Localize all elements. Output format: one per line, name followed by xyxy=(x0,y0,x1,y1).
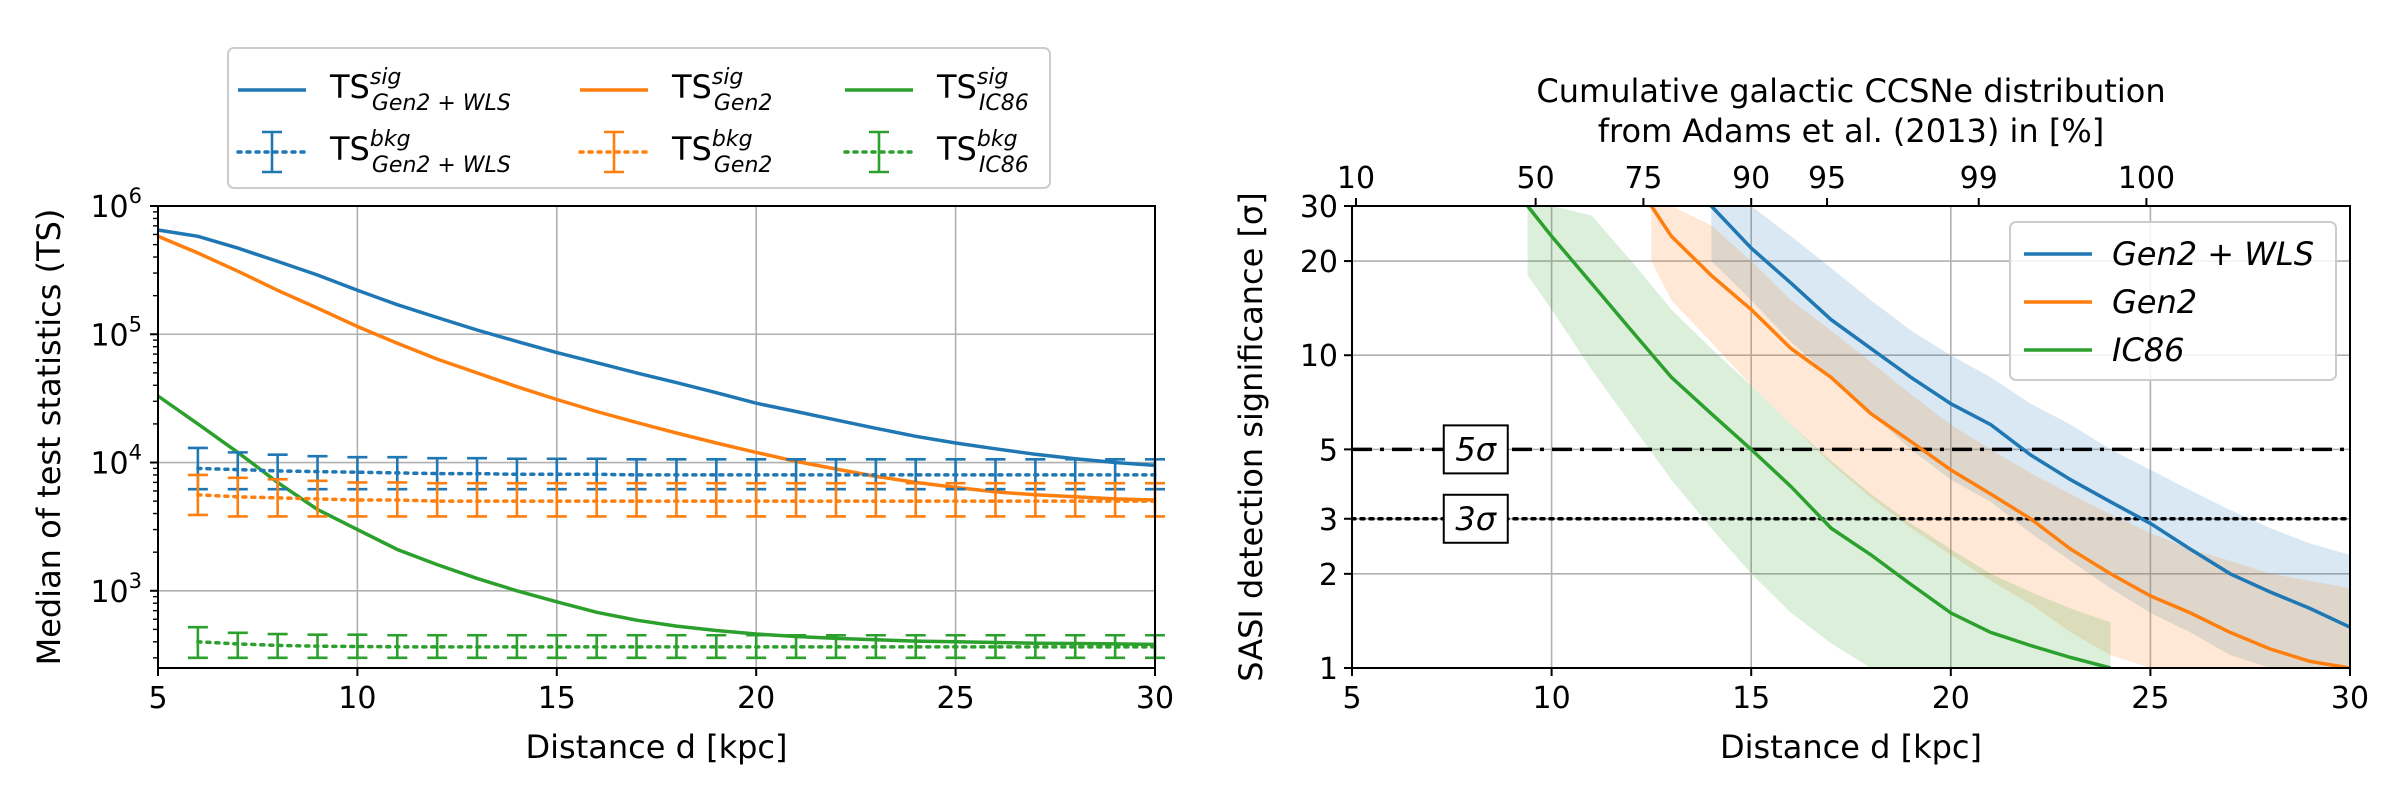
left-ylabel: Median of test statistics (TS) xyxy=(30,209,68,666)
left-xtick-label-1: 10 xyxy=(338,681,376,716)
right-band-2 xyxy=(1527,206,2111,668)
right-series-line-1 xyxy=(1649,206,2350,668)
left-series-line-1 xyxy=(157,234,1156,502)
left-ytick-label-3: 106 xyxy=(90,184,142,225)
right-toptick-label-5: 99 xyxy=(1960,161,1998,196)
right-toptick-label-3: 90 xyxy=(1732,161,1770,196)
left-plot-frame xyxy=(157,205,1156,669)
right-plot-area xyxy=(1352,206,2350,668)
right-legend-box xyxy=(2009,221,2337,381)
left-xlabel: Distance d [kpc] xyxy=(526,728,788,766)
left-legend-label-2: TSsig IC86 xyxy=(936,65,1029,116)
left-xtick-label-2: 15 xyxy=(538,681,576,716)
left-ytick-label-1: 104 xyxy=(90,441,142,482)
right-toptick-label-1: 50 xyxy=(1517,161,1555,196)
right-toptick-label-4: 95 xyxy=(1808,161,1846,196)
right-ytick-label-6: 30 xyxy=(1300,190,1338,225)
left-xtick-label-3: 20 xyxy=(737,681,775,716)
right-top-axis-label-line1: Cumulative galactic CCSNe distribution xyxy=(1536,72,2165,110)
right-ytick-label-4: 10 xyxy=(1300,339,1338,374)
right-ytick-label-3: 5 xyxy=(1319,433,1338,468)
right-ytick-label-2: 3 xyxy=(1319,503,1338,538)
right-ytick-label-5: 20 xyxy=(1300,245,1338,280)
right-legend-label-0: Gen2 + WLS xyxy=(2112,235,2314,273)
left-xtick-label-4: 25 xyxy=(937,681,975,716)
right-toptick-label-6: 100 xyxy=(2118,161,2175,196)
left-series-line-0 xyxy=(157,228,1156,468)
right-hline-label-box-0 xyxy=(1442,424,1509,475)
right-toptick-label-0: 10 xyxy=(1337,161,1375,196)
right-xtick-label-2: 15 xyxy=(1732,681,1770,716)
right-series-line-0 xyxy=(1710,206,2350,629)
left-legend-label-1: TSsig Gen2 xyxy=(671,65,772,116)
right-band-1 xyxy=(1651,206,2350,668)
left-legend-label-0: TSsig Gen2 + WLS xyxy=(329,65,511,116)
right-ytick-label-1: 2 xyxy=(1319,558,1338,593)
right-xtick-label-3: 20 xyxy=(1932,681,1970,716)
right-chart: Distance d [kpc] SASI detection signific… xyxy=(1232,72,2369,766)
left-legend-label-5: TSbkg IC86 xyxy=(936,127,1029,178)
left-legend-label-4: TSbkg Gen2 xyxy=(671,127,772,178)
right-hline-label-box-1 xyxy=(1442,493,1509,544)
right-ytick-label-0: 1 xyxy=(1319,652,1338,687)
right-toptick-label-2: 75 xyxy=(1624,161,1662,196)
right-legend-label-2: IC86 xyxy=(2112,331,2185,369)
left-ytick-label-2: 105 xyxy=(90,312,142,353)
left-xtick-label-0: 5 xyxy=(148,681,167,716)
left-xtick-label-5: 30 xyxy=(1136,681,1174,716)
right-hline-label-0: 5σ xyxy=(1455,430,1497,468)
left-legend-label-3: TSbkg Gen2 + WLS xyxy=(329,127,511,178)
left-chart: Distance d [kpc] Median of test statisti… xyxy=(30,47,1174,766)
right-xtick-label-5: 30 xyxy=(2331,681,2369,716)
right-xlabel: Distance d [kpc] xyxy=(1720,728,1982,766)
right-plot-frame xyxy=(1351,205,2351,669)
left-ytick-label-0: 103 xyxy=(90,569,142,610)
left-series-line-2 xyxy=(156,394,1156,647)
right-xtick-label-4: 25 xyxy=(2131,681,2169,716)
right-band-0 xyxy=(1711,206,2350,668)
right-ylabel: SASI detection significance [σ] xyxy=(1232,192,1270,681)
right-top-axis-label-line2: from Adams et al. (2013) in [%] xyxy=(1598,112,2104,150)
right-xtick-label-1: 10 xyxy=(1533,681,1571,716)
right-legend-label-1: Gen2 xyxy=(2112,283,2197,321)
right-hline-label-1: 3σ xyxy=(1455,500,1497,538)
right-series-line-2 xyxy=(1526,206,2111,668)
right-xtick-label-0: 5 xyxy=(1342,681,1361,716)
